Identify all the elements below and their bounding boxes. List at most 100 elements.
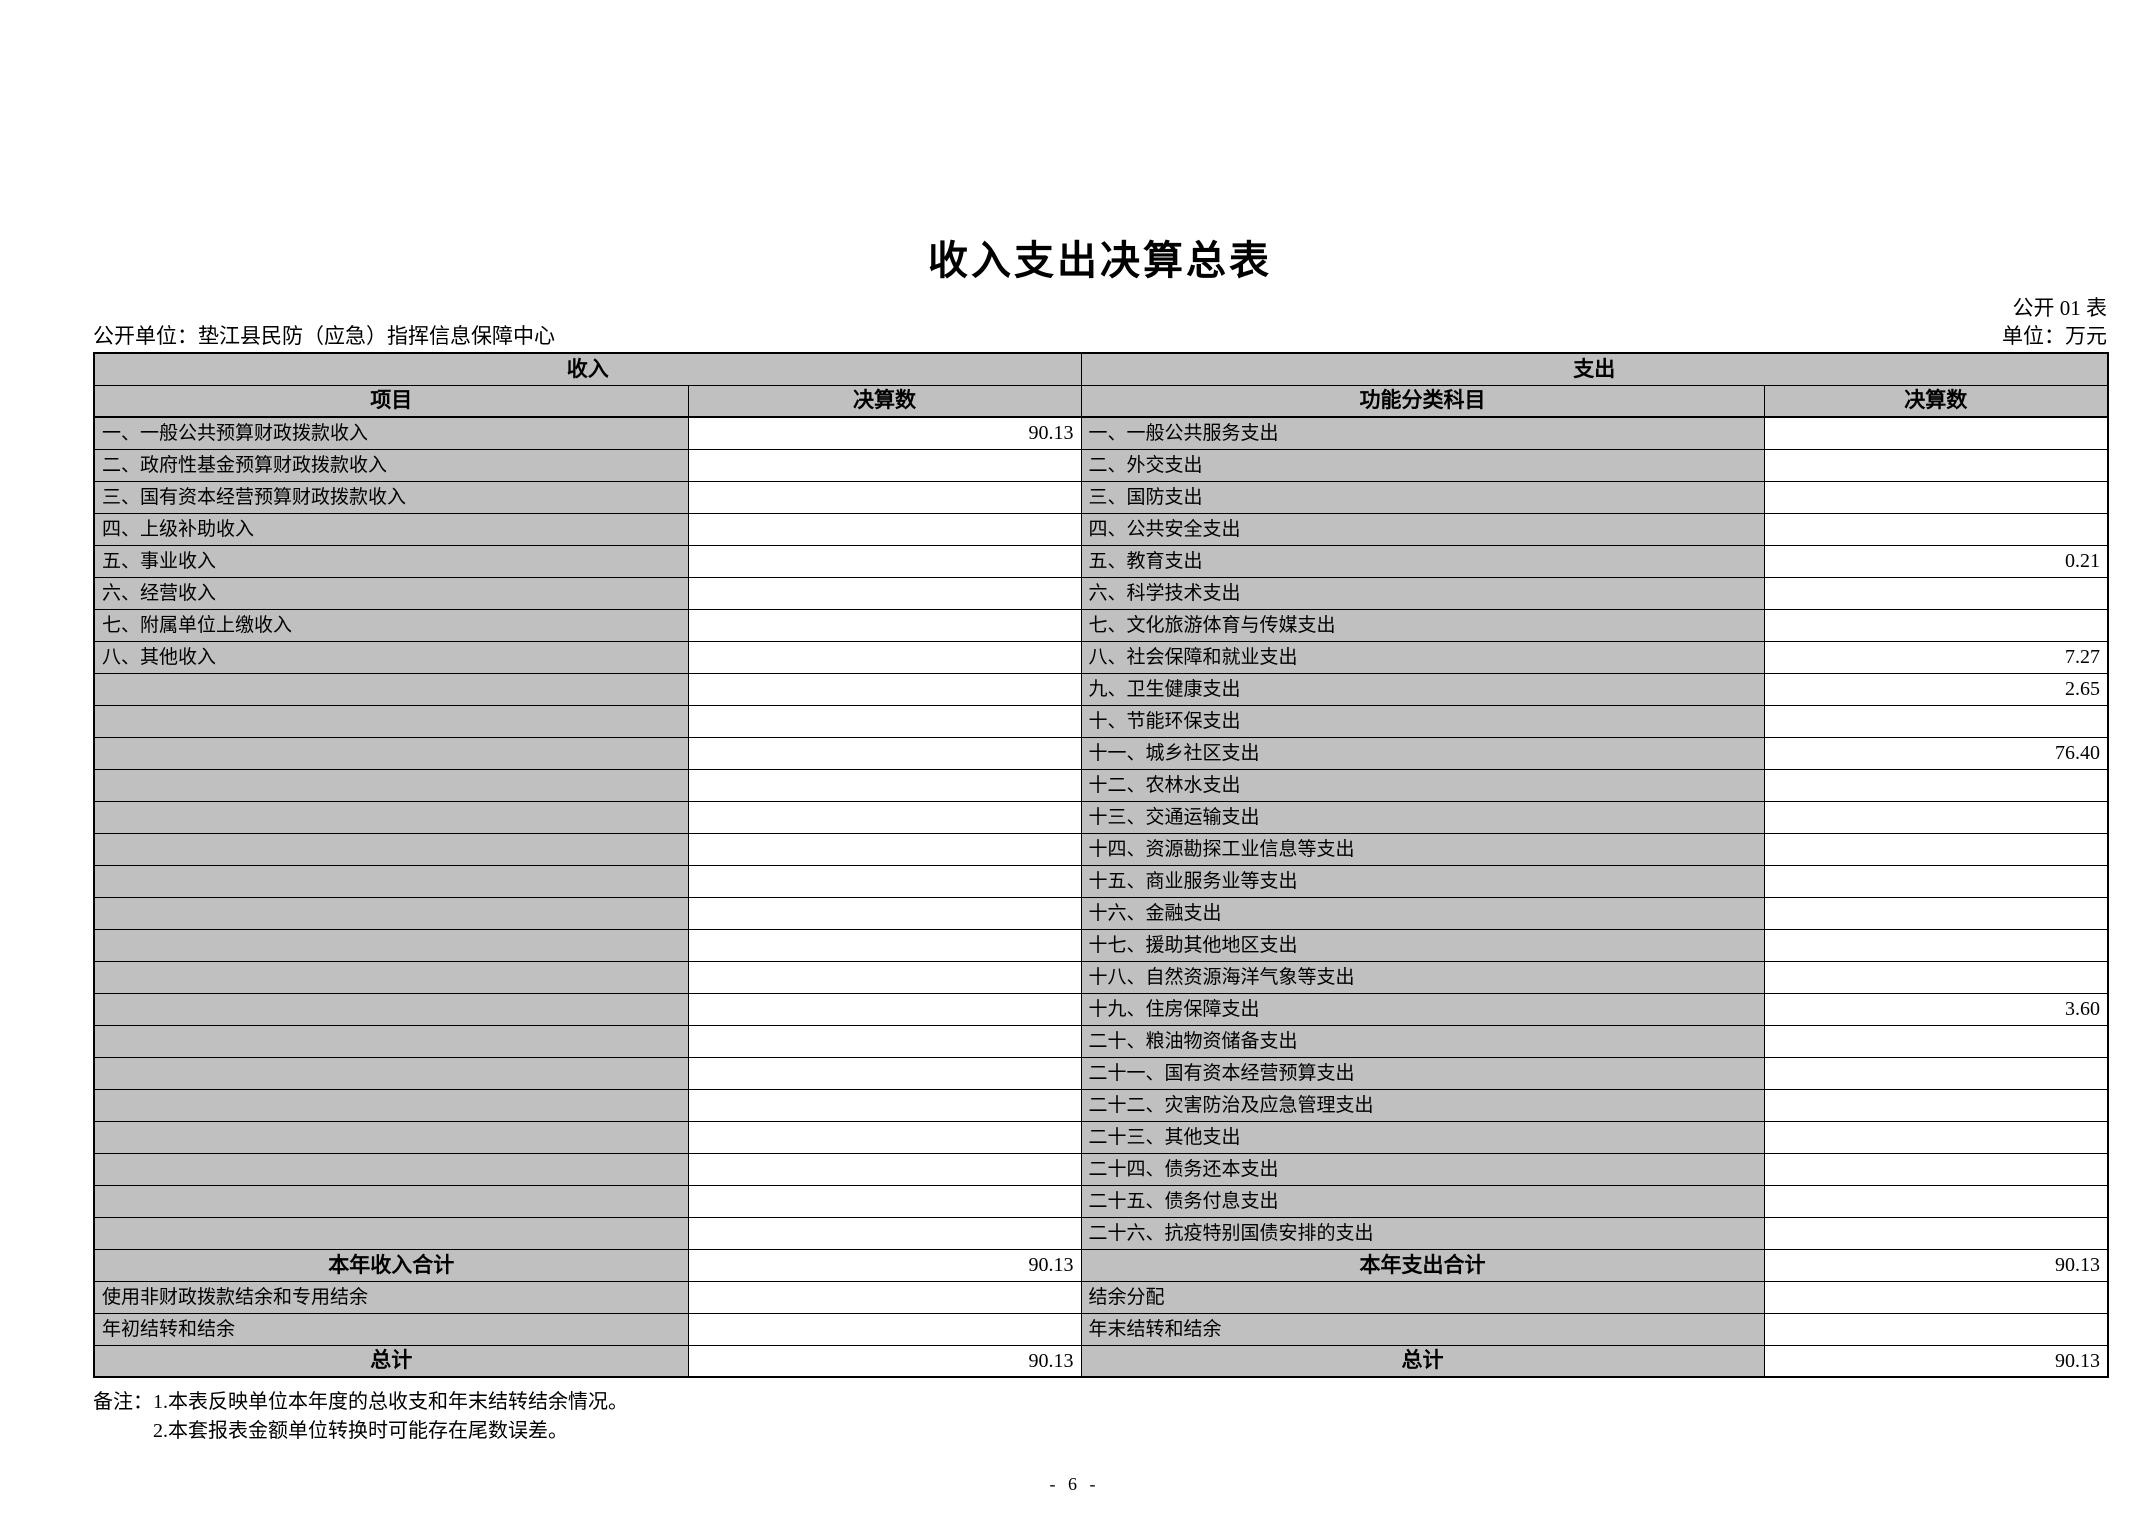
expense-item-label: 二、外交支出 [1080,448,1765,482]
income-item-value [687,544,1082,578]
carryover-row: 使用非财政拨款结余和专用结余 结余分配 [93,1280,2109,1314]
expense-item-label: 十三、交通运输支出 [1080,800,1765,834]
expense-item-value [1763,576,2109,610]
income-item-column-header: 项目 [93,384,689,418]
income-item-value [687,672,1082,706]
totals-rows: 本年收入合计 90.13 本年支出合计 90.13 使用非财政拨款结余和专用结余… [93,1248,2109,1378]
expense-item-value: 76.40 [1763,736,2109,770]
table-row: 十三、交通运输支出 [93,800,2109,834]
income-item-label [93,992,689,1026]
income-item-value [687,1120,1082,1154]
income-item-label [93,1024,689,1058]
expense-amount-column-header: 决算数 [1763,384,2109,418]
expense-item-value: 0.21 [1763,544,2109,578]
expense-item-label: 二十、粮油物资储备支出 [1080,1024,1765,1058]
expense-item-value: 7.27 [1763,640,2109,674]
table-row: 二十四、债务还本支出 [93,1152,2109,1186]
income-item-label [93,768,689,802]
income-item-label [93,896,689,930]
table-row: 五、事业收入 五、教育支出 0.21 [93,544,2109,578]
carryover-row: 年初结转和结余 年末结转和结余 [93,1312,2109,1346]
table-row: 十四、资源勘探工业信息等支出 [93,832,2109,866]
income-item-value [687,896,1082,930]
expense-item-label: 十四、资源勘探工业信息等支出 [1080,832,1765,866]
expense-item-label: 二十五、债务付息支出 [1080,1184,1765,1218]
table-row: 六、经营收入 六、科学技术支出 [93,576,2109,610]
expense-item-value [1763,928,2109,962]
income-item-value [687,704,1082,738]
income-item-value [687,992,1082,1026]
income-item-value: 90.13 [687,416,1082,450]
income-item-label [93,1152,689,1186]
income-item-label: 五、事业收入 [93,544,689,578]
income-item-label: 六、经营收入 [93,576,689,610]
expense-section-header: 支出 [1080,352,2109,386]
expense-total-label: 本年支出合计 [1080,1248,1765,1282]
income-total-value: 90.13 [687,1248,1082,1282]
income-item-label [93,832,689,866]
expense-item-label: 八、社会保障和就业支出 [1080,640,1765,674]
income-item-label: 八、其他收入 [93,640,689,674]
income-item-value [687,960,1082,994]
footnote-line: 2.本套报表金额单位转换时可能存在尾数误差。 [153,1420,568,1442]
meta-row: 公开单位：垫江县民防（应急）指挥信息保障中心 单位：万元 [93,320,2107,350]
income-carryover-value [687,1312,1082,1346]
table-row: 三、国有资本经营预算财政拨款收入 三、国防支出 [93,480,2109,514]
expense-carryover-value [1763,1312,2109,1346]
expense-item-label: 二十二、灾害防治及应急管理支出 [1080,1088,1765,1122]
expense-item-value [1763,896,2109,930]
expense-item-label: 三、国防支出 [1080,480,1765,514]
income-item-value [687,928,1082,962]
table-row: 十六、金融支出 [93,896,2109,930]
budget-summary-table: 收入 支出 项目 决算数 功能分类科目 决算数 一、一般公共预算财政拨款收入 90… [93,352,2109,1378]
income-item-value [687,448,1082,482]
income-item-value [687,1056,1082,1090]
org-name: 公开单位：垫江县民防（应急）指挥信息保障中心 [93,324,555,348]
income-item-label [93,1056,689,1090]
grand-total-row: 总计 90.13 总计 90.13 [93,1344,2109,1378]
income-item-value [687,480,1082,514]
table-row: 十、节能环保支出 [93,704,2109,738]
expense-item-column-header: 功能分类科目 [1080,384,1765,418]
page-title: 收入支出决算总表 [928,238,1272,283]
expense-carryover-label: 结余分配 [1080,1280,1765,1314]
income-carryover-label: 使用非财政拨款结余和专用结余 [93,1280,689,1314]
expense-item-value [1763,864,2109,898]
unit-label: 单位：万元 [2002,324,2107,348]
table-row: 七、附属单位上缴收入 七、文化旅游体育与传媒支出 [93,608,2109,642]
expense-item-label: 二十一、国有资本经营预算支出 [1080,1056,1765,1090]
income-total-label: 本年收入合计 [93,1248,689,1282]
income-item-label: 一、一般公共预算财政拨款收入 [93,416,689,450]
table-row: 二十、粮油物资储备支出 [93,1024,2109,1058]
expense-item-label: 一、一般公共服务支出 [1080,416,1765,450]
section-header-row: 收入 支出 [93,352,2109,386]
income-item-label [93,704,689,738]
expense-item-value [1763,1056,2109,1090]
income-section-header: 收入 [93,352,1082,386]
table-row: 二十一、国有资本经营预算支出 [93,1056,2109,1090]
income-item-label [93,864,689,898]
income-grand-total-label: 总计 [93,1344,689,1378]
footnote-line: 1.本表反映单位本年度的总收支和年末结转结余情况。 [153,1391,628,1413]
income-item-label: 三、国有资本经营预算财政拨款收入 [93,480,689,514]
expense-item-label: 九、卫生健康支出 [1080,672,1765,706]
income-item-label: 二、政府性基金预算财政拨款收入 [93,448,689,482]
table-row: 二十二、灾害防治及应急管理支出 [93,1088,2109,1122]
income-item-label [93,1184,689,1218]
income-item-label [93,736,689,770]
expense-carryover-label: 年末结转和结余 [1080,1312,1765,1346]
income-item-label: 七、附属单位上缴收入 [93,608,689,642]
income-item-value [687,1184,1082,1218]
sheet-code: 公开 01 表 [2012,296,2108,320]
income-item-label [93,928,689,962]
income-item-label [93,672,689,706]
table-row: 十七、援助其他地区支出 [93,928,2109,962]
expense-item-label: 六、科学技术支出 [1080,576,1765,610]
income-item-value [687,1024,1082,1058]
table-row: 九、卫生健康支出 2.65 [93,672,2109,706]
income-amount-column-header: 决算数 [687,384,1082,418]
table-row: 十八、自然资源海洋气象等支出 [93,960,2109,994]
expense-item-label: 二十六、抗疫特别国债安排的支出 [1080,1216,1765,1250]
expense-item-label: 十、节能环保支出 [1080,704,1765,738]
